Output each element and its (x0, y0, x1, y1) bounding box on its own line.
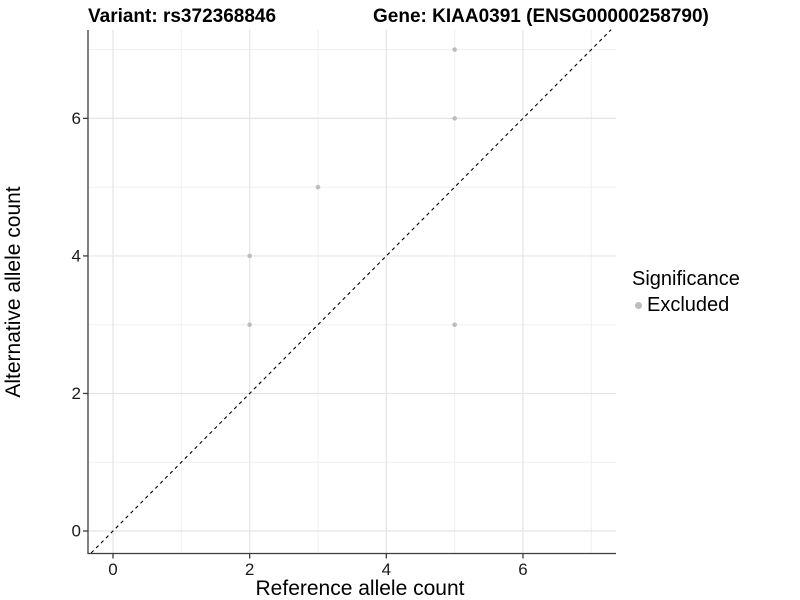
gridlines-major (88, 30, 616, 554)
legend-title: Significance (632, 268, 740, 290)
tick-marks (83, 117, 524, 559)
legend-point-icon (635, 302, 642, 309)
x-axis-label: Reference allele count (255, 577, 465, 600)
legend-item-excluded: Excluded (632, 294, 740, 317)
plot-title-gene: Gene: KIAA0391 (ENSG00000258790) (373, 6, 709, 27)
legend-item-label: Excluded (647, 294, 730, 316)
svg-text:2: 2 (72, 384, 81, 403)
identity-line (90, 29, 612, 554)
svg-text:2: 2 (245, 560, 254, 579)
legend: Significance Excluded (632, 268, 740, 317)
svg-text:4: 4 (72, 246, 81, 265)
axis-lines (87, 30, 616, 555)
svg-text:6: 6 (518, 560, 527, 579)
plot-title-variant: Variant: rs372368846 (88, 6, 277, 27)
y-axis-label: Alternative allele count (2, 186, 25, 398)
svg-text:4: 4 (382, 560, 391, 579)
y-tick-labels: 0 2 4 6 (72, 109, 81, 541)
svg-text:6: 6 (72, 109, 81, 128)
data-points (247, 47, 457, 327)
gridlines-minor (88, 30, 616, 554)
svg-text:0: 0 (72, 522, 81, 541)
x-tick-labels: 0 2 4 6 (108, 560, 527, 579)
svg-text:0: 0 (108, 560, 117, 579)
